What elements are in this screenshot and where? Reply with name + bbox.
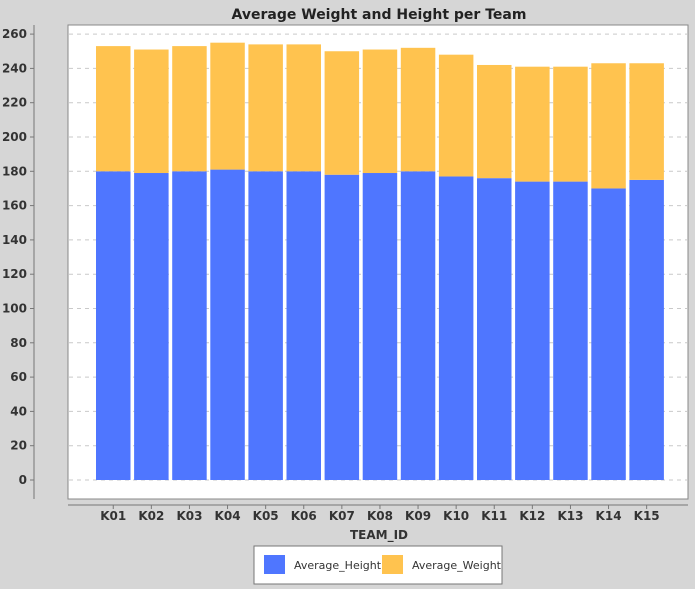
chart-title: Average Weight and Height per Team [232,7,527,23]
x-tick-label: K10 [443,509,469,523]
bars [96,42,664,481]
bar-average-height-k10 [438,176,474,480]
y-tick-label: 60 [10,370,27,384]
y-axis: 0 20 40 60 80 100 120 140 160 180 200 220 240 260 [2,25,35,499]
x-axis-label: TEAM_ID [350,528,408,543]
x-tick-label: K01 [100,509,126,523]
y-tick-label: 240 [2,61,27,75]
bar-average-height-k15 [629,179,664,480]
x-tick-label: K02 [138,509,164,523]
y-tick-label: 20 [10,439,27,453]
x-tick-label: K03 [176,509,202,523]
y-tick-label: 120 [2,267,27,281]
y-tick-label: 0 [19,473,27,487]
bar-average-height-k09 [400,171,436,481]
legend-box [253,545,503,585]
bar-average-height-k03 [172,171,207,481]
x-tick-label: K05 [253,509,279,523]
bar-average-weight-k06 [286,44,321,172]
bar-average-weight-k13 [553,66,588,182]
bar-average-height-k04 [210,169,245,480]
x-tick-label: K04 [215,509,241,523]
bar-average-height-k05 [248,171,283,481]
x-tick-label: K15 [634,509,660,523]
x-tick-label: K09 [405,509,431,523]
legend-label-average-weight: Average_Weight [412,559,502,572]
bar-average-height-k07 [324,174,360,481]
bar-average-height-k13 [553,181,588,480]
bar-average-weight-k08 [362,49,398,174]
bar-average-weight-k05 [248,44,283,172]
x-tick-label: K12 [519,509,545,523]
x-tick-label: K08 [367,509,393,523]
legend-swatch-average-weight [382,555,403,574]
bar-average-height-k14 [591,188,626,480]
y-tick-label: 200 [2,130,27,144]
legend-swatch-average-height [264,555,285,574]
y-tick-label: 260 [2,27,27,41]
bar-average-height-k06 [286,171,321,481]
bar-average-weight-k02 [134,49,169,174]
x-tick-label: K06 [291,509,317,523]
bar-average-weight-k09 [400,47,436,172]
x-axis: K01 K02 K03 K04 K05 K06 K07 K08 K09 K10 K11 K12 K13 K… [68,504,688,523]
bar-average-height-k11 [477,178,512,480]
bar-average-weight-k01 [96,46,131,172]
bar-average-weight-k10 [438,54,474,177]
y-tick-label: 160 [2,199,27,213]
x-tick-label: K13 [557,509,583,523]
y-tick-label: 180 [2,164,27,178]
bar-average-weight-k04 [210,42,245,170]
x-tick-label: K11 [481,509,507,523]
bar-average-weight-k15 [629,63,664,180]
legend: Average_Height Average_Weight [253,545,503,585]
bar-average-weight-k03 [172,46,207,172]
x-tick-label: K07 [329,509,355,523]
bar-average-height-k02 [134,173,169,480]
bar-average-weight-k14 [591,63,626,189]
y-tick-label: 40 [10,404,27,418]
y-tick-label: 80 [10,336,27,350]
x-tick-label: K14 [596,509,622,523]
legend-label-average-height: Average_Height [294,559,382,572]
bar-average-height-k08 [362,173,398,480]
bar-average-height-k01 [96,171,131,481]
y-tick-label: 220 [2,96,27,110]
y-tick-label: 140 [2,233,27,247]
y-tick-label: 100 [2,302,27,316]
bar-average-height-k12 [515,181,550,480]
bar-average-weight-k11 [477,64,512,179]
bar-average-weight-k12 [515,66,550,182]
bar-average-weight-k07 [324,51,360,175]
